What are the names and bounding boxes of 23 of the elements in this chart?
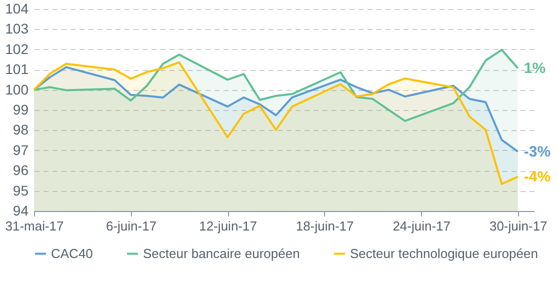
x-tick-label: 12-juin-17 [199, 218, 257, 234]
annotation: 1% [524, 60, 546, 78]
y-tick-label: 99 [12, 102, 29, 118]
y-tick-label: 104 [5, 0, 29, 16]
y-tick-label: 94 [12, 202, 29, 218]
y-tick-label: 102 [5, 40, 29, 57]
annotation: -3% [524, 144, 551, 161]
x-tick-label: 24-juin-17 [392, 218, 451, 234]
legend-label: Secteur technologique européen [350, 246, 538, 261]
y-tick-label: 96 [12, 162, 29, 178]
x-tick-label: 30-juin-17 [489, 218, 548, 234]
annotation: -4% [524, 168, 551, 186]
y-tick-label: 100 [5, 81, 29, 98]
x-tick-label: 31-mai-17 [5, 218, 64, 234]
y-tick-label: 103 [5, 20, 29, 37]
legend-label: Secteur bancaire européen [143, 246, 300, 261]
x-tick-label: 6-juin-17 [106, 218, 157, 234]
y-tick-label: 101 [5, 61, 29, 78]
y-tick-label: 95 [12, 182, 29, 198]
legend-label: CAC40 [51, 246, 93, 261]
y-tick-label: 98 [12, 122, 29, 138]
x-tick-label: 18-juin-17 [296, 218, 354, 234]
y-tick-label: 97 [12, 142, 29, 158]
